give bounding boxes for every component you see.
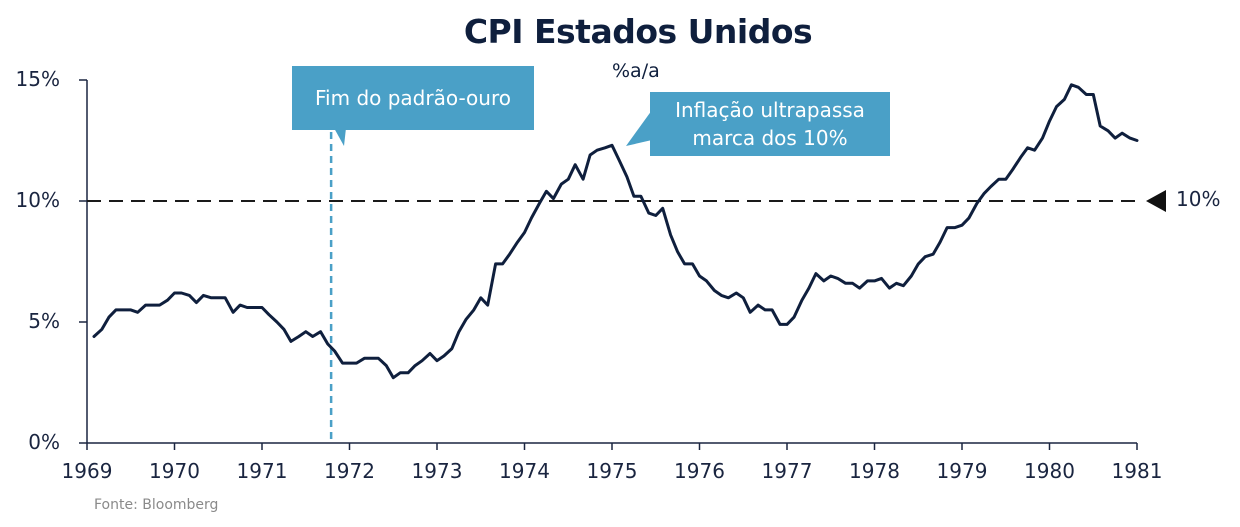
x-tick-label: 1978: [849, 459, 900, 483]
x-tick-label: 1976: [674, 459, 725, 483]
x-tick-label: 1969: [61, 459, 113, 483]
x-tick-label: 1974: [499, 459, 550, 483]
y-tick-label: 5%: [28, 309, 60, 333]
y-tick-label: 0%: [28, 430, 60, 454]
callout-inflation: Inflação ultrapassa marca dos 10%: [650, 92, 890, 156]
callout-gold-standard-pointer: [334, 128, 346, 146]
chart-title: CPI Estados Unidos: [463, 12, 813, 51]
chart-subtitle: %a/a: [612, 60, 660, 82]
x-tick-label: 1975: [586, 459, 638, 483]
reference-line-label: 10%: [1176, 187, 1221, 211]
y-tick-label: 15%: [15, 67, 60, 91]
callout-gold-standard-text: Fim do padrão-ouro: [315, 86, 511, 110]
x-tick-label: 1979: [936, 459, 988, 483]
x-tick-label: 1971: [236, 459, 288, 483]
x-tick-label: 1970: [149, 459, 200, 483]
callout-inflation-line-2: marca dos 10%: [692, 126, 848, 150]
x-tick-label: 1980: [1024, 459, 1075, 483]
source-note: Fonte: Bloomberg: [94, 497, 219, 513]
x-tick-label: 1972: [324, 459, 375, 483]
callout-inflation-pointer: [626, 110, 652, 146]
callout-gold-standard: Fim do padrão-ouro: [292, 66, 534, 130]
reference-arrow-icon: [1146, 190, 1166, 212]
callout-inflation-line-1: Inflação ultrapassa: [675, 98, 865, 122]
cpi-series-line: [92, 83, 1139, 380]
x-tick-label: 1977: [761, 459, 813, 483]
x-tick-label: 1973: [411, 459, 463, 483]
y-tick-label: 10%: [15, 188, 60, 212]
x-tick-label: 1981: [1111, 459, 1163, 483]
